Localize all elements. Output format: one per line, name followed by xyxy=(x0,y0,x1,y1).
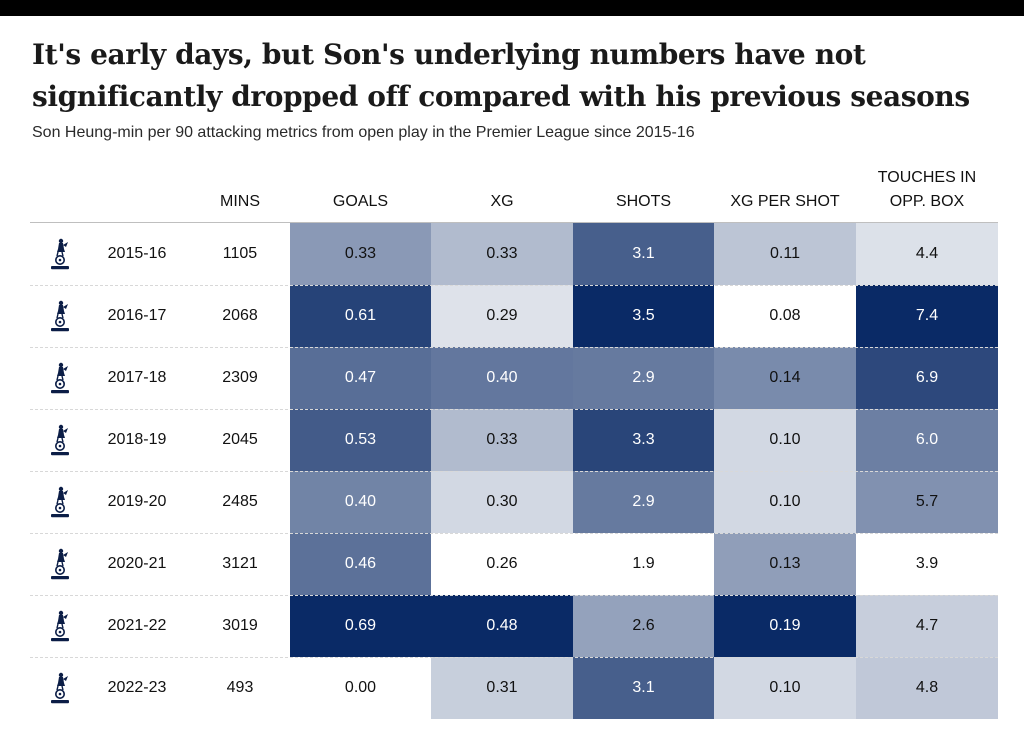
season-label: 2015-16 xyxy=(107,245,167,262)
xg-cell: 0.33 xyxy=(431,223,573,285)
touches-cell: 4.4 xyxy=(856,223,998,285)
shots-cell: 3.1 xyxy=(573,223,714,285)
xg-per-shot-cell: 0.11 xyxy=(714,223,856,285)
shots-cell: 2.9 xyxy=(573,347,714,409)
season-label: 2018-19 xyxy=(107,431,167,448)
season-label: 2017-18 xyxy=(107,369,167,386)
header-rule xyxy=(30,222,998,223)
season-label: 2019-20 xyxy=(107,493,167,510)
row-separator xyxy=(30,409,998,410)
row-separator xyxy=(30,533,998,534)
xg-cell: 0.30 xyxy=(431,471,573,533)
xg-cell: 0.40 xyxy=(431,347,573,409)
column-header: GOALS xyxy=(332,193,389,210)
tottenham-crest-icon xyxy=(48,485,72,519)
goals-cell: 0.46 xyxy=(290,533,431,595)
column-header: TOUCHES IN OPP. BOX xyxy=(877,169,977,210)
table-row: 2016-17 2068 0.61 0.29 3.5 0.08 7.4 xyxy=(30,285,998,347)
mins-cell: 2309 xyxy=(222,369,258,386)
goals-cell: 0.33 xyxy=(290,223,431,285)
shots-cell: 2.9 xyxy=(573,471,714,533)
tottenham-crest-icon xyxy=(48,671,72,705)
xg-per-shot-cell: 0.10 xyxy=(714,471,856,533)
touches-cell: 6.0 xyxy=(856,409,998,471)
row-separator xyxy=(30,347,998,348)
season-label: 2016-17 xyxy=(107,307,167,324)
shots-cell: 2.6 xyxy=(573,595,714,657)
xg-per-shot-cell: 0.14 xyxy=(714,347,856,409)
season-label: 2022-23 xyxy=(107,679,167,696)
xg-per-shot-cell: 0.10 xyxy=(714,409,856,471)
shots-cell: 1.9 xyxy=(573,533,714,595)
tottenham-crest-icon xyxy=(48,547,72,581)
chart-subtitle: Son Heung-min per 90 attacking metrics f… xyxy=(32,124,695,141)
goals-cell: 0.00 xyxy=(290,657,431,719)
mins-cell: 2485 xyxy=(222,493,258,510)
table-row: 2021-22 3019 0.69 0.48 2.6 0.19 4.7 xyxy=(30,595,998,657)
xg-per-shot-cell: 0.13 xyxy=(714,533,856,595)
xg-cell: 0.31 xyxy=(431,657,573,719)
table-row: 2020-21 3121 0.46 0.26 1.9 0.13 3.9 xyxy=(30,533,998,595)
row-separator xyxy=(30,595,998,596)
tottenham-crest-icon xyxy=(48,609,72,643)
mins-cell: 1105 xyxy=(222,245,258,262)
season-label: 2020-21 xyxy=(107,555,167,572)
goals-cell: 0.47 xyxy=(290,347,431,409)
column-header: XG xyxy=(490,193,514,210)
table-row: 2018-19 2045 0.53 0.33 3.3 0.10 6.0 xyxy=(30,409,998,471)
table-row: 2022-23 493 0.00 0.31 3.1 0.10 4.8 xyxy=(30,657,998,719)
table-row: 2019-20 2485 0.40 0.30 2.9 0.10 5.7 xyxy=(30,471,998,533)
row-separator xyxy=(30,657,998,658)
touches-cell: 5.7 xyxy=(856,471,998,533)
shots-cell: 3.1 xyxy=(573,657,714,719)
column-header: MINS xyxy=(220,193,260,210)
row-separator xyxy=(30,285,998,286)
mins-cell: 3121 xyxy=(222,555,258,572)
mins-cell: 2068 xyxy=(222,307,258,324)
tottenham-crest-icon xyxy=(48,423,72,457)
mins-cell: 493 xyxy=(226,679,254,696)
goals-cell: 0.40 xyxy=(290,471,431,533)
goals-cell: 0.53 xyxy=(290,409,431,471)
xg-cell: 0.48 xyxy=(431,595,573,657)
touches-cell: 4.8 xyxy=(856,657,998,719)
shots-cell: 3.3 xyxy=(573,409,714,471)
touches-cell: 6.9 xyxy=(856,347,998,409)
xg-per-shot-cell: 0.19 xyxy=(714,595,856,657)
tottenham-crest-icon xyxy=(48,237,72,271)
xg-per-shot-cell: 0.10 xyxy=(714,657,856,719)
xg-cell: 0.26 xyxy=(431,533,573,595)
column-header: XG PER SHOT xyxy=(730,193,840,210)
top-bar xyxy=(0,0,1024,16)
table-row: 2017-18 2309 0.47 0.40 2.9 0.14 6.9 xyxy=(30,347,998,409)
touches-cell: 4.7 xyxy=(856,595,998,657)
chart-title: It's early days, but Son's underlying nu… xyxy=(32,38,970,113)
row-separator xyxy=(30,471,998,472)
mins-cell: 3019 xyxy=(222,617,258,634)
shots-cell: 3.5 xyxy=(573,285,714,347)
goals-cell: 0.69 xyxy=(290,595,431,657)
table-row: 2015-16 1105 0.33 0.33 3.1 0.11 4.4 xyxy=(30,223,998,285)
mins-cell: 2045 xyxy=(222,431,258,448)
column-header: SHOTS xyxy=(615,193,672,210)
touches-cell: 7.4 xyxy=(856,285,998,347)
tottenham-crest-icon xyxy=(48,299,72,333)
xg-cell: 0.29 xyxy=(431,285,573,347)
touches-cell: 3.9 xyxy=(856,533,998,595)
season-label: 2021-22 xyxy=(107,617,167,634)
xg-cell: 0.33 xyxy=(431,409,573,471)
tottenham-crest-icon xyxy=(48,361,72,395)
xg-per-shot-cell: 0.08 xyxy=(714,285,856,347)
goals-cell: 0.61 xyxy=(290,285,431,347)
